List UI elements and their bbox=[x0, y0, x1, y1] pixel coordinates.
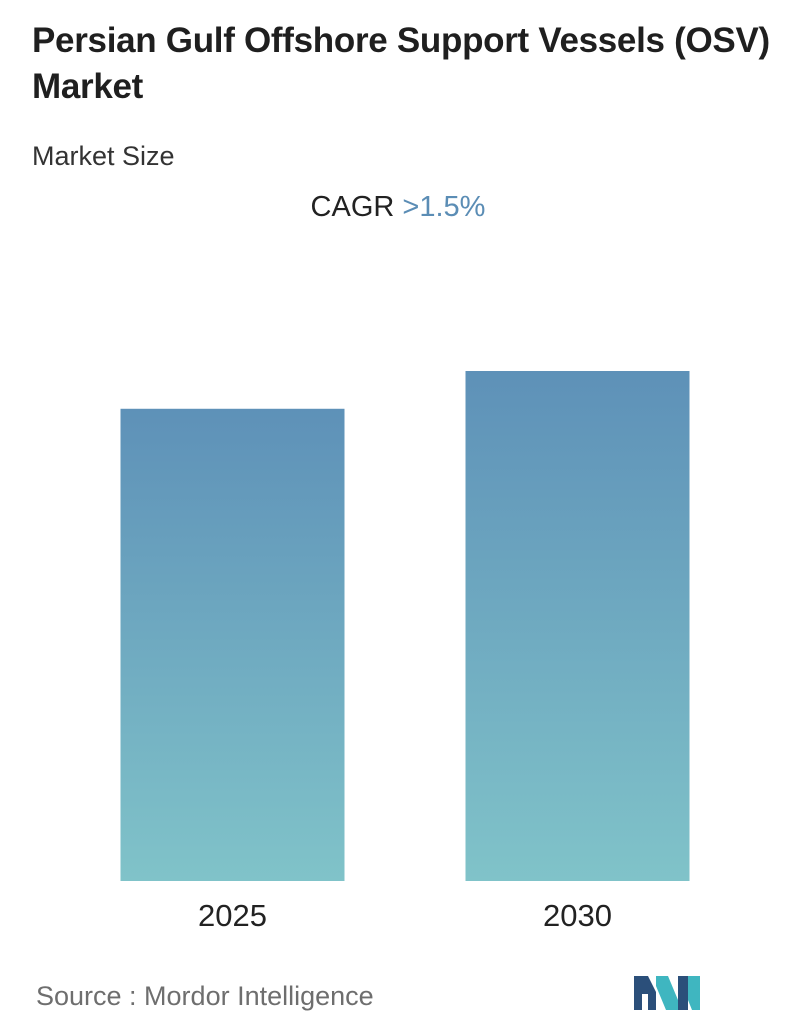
bar-group bbox=[120, 371, 690, 881]
x-tick-label-2025: 2025 bbox=[198, 898, 267, 933]
x-tick-label-2030: 2030 bbox=[543, 898, 612, 933]
chart-title: Persian Gulf Offshore Support Vessels (O… bbox=[32, 21, 770, 106]
cagr-indicator: CAGR >1.5% bbox=[0, 188, 796, 226]
mordor-intelligence-logo-icon bbox=[634, 976, 700, 1010]
chart-subtitle: Market Size bbox=[32, 141, 175, 171]
bar-2030 bbox=[465, 371, 690, 881]
bar-2025 bbox=[120, 408, 345, 881]
source-text: Source : Mordor Intelligence bbox=[36, 981, 374, 1011]
x-axis-labels: 2025 2030 bbox=[198, 898, 612, 933]
cagr-label: CAGR bbox=[310, 191, 395, 223]
cagr-value: >1.5% bbox=[402, 191, 486, 223]
